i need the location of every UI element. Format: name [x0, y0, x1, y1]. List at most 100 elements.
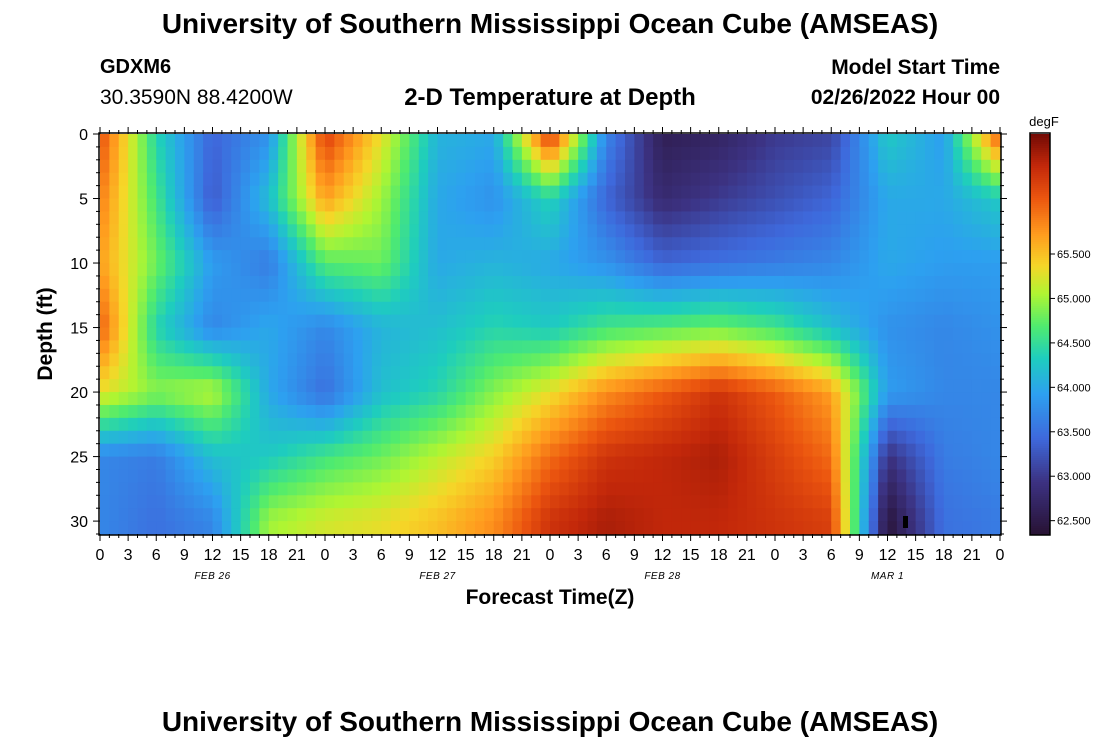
heatmap-cell	[859, 237, 870, 251]
heatmap-cell	[165, 301, 176, 316]
heatmap-cell	[953, 482, 964, 496]
heatmap-cell	[550, 353, 560, 367]
colorbar-band	[1030, 168, 1050, 171]
heatmap-cell	[775, 237, 785, 251]
heatmap-cell	[671, 146, 682, 161]
heatmap-cell	[390, 288, 401, 303]
colorbar-band	[1030, 426, 1050, 429]
heatmap-cell	[962, 250, 973, 264]
heatmap-cell	[821, 172, 832, 187]
heatmap-cell	[934, 224, 945, 238]
colorbar-band	[1030, 256, 1050, 259]
heatmap-cell	[296, 521, 307, 535]
heatmap-cell	[625, 263, 635, 277]
heatmap-cell	[100, 404, 110, 419]
heatmap-cell	[390, 456, 401, 471]
heatmap-cell	[775, 508, 785, 522]
heatmap-cell	[437, 430, 448, 445]
heatmap-cell	[184, 275, 195, 290]
heatmap-cell	[475, 508, 485, 522]
heatmap-cell	[653, 521, 664, 535]
heatmap-cell	[381, 495, 392, 509]
heatmap-cell	[878, 340, 889, 354]
heatmap-cell	[165, 159, 176, 174]
x-tick-label: 6	[602, 547, 611, 564]
heatmap-cell	[428, 366, 439, 380]
heatmap-cell	[296, 482, 307, 496]
heatmap-cell	[446, 508, 457, 522]
heatmap-cell	[278, 224, 289, 238]
heatmap-cell	[746, 159, 757, 174]
heatmap-cell	[756, 301, 767, 316]
heatmap-cell	[606, 159, 617, 174]
heatmap-cell	[193, 469, 204, 483]
heatmap-cell	[887, 134, 898, 148]
heatmap-cell	[765, 521, 776, 535]
heatmap-cell	[681, 185, 692, 200]
heatmap-cell	[831, 469, 842, 483]
heatmap-cell	[775, 482, 785, 496]
heatmap-cell	[503, 301, 514, 316]
heatmap-cell	[306, 211, 317, 225]
heatmap-cell	[578, 224, 589, 238]
heatmap-cell	[512, 366, 523, 380]
heatmap-cell	[746, 508, 757, 522]
heatmap-cell	[550, 185, 560, 200]
heatmap-cell	[718, 134, 729, 148]
heatmap-cell	[925, 146, 935, 161]
heatmap-cell	[756, 275, 767, 290]
heatmap-cell	[531, 456, 542, 471]
heatmap-cell	[868, 211, 879, 225]
colorbar: degF 62.50063.00063.50064.00064.50065.00…	[1029, 114, 1091, 536]
heatmap-cell	[118, 469, 129, 483]
heatmap-cell	[484, 275, 495, 290]
heatmap-cell	[887, 482, 898, 496]
heatmap-cell	[278, 134, 289, 148]
heatmap-cell	[175, 482, 185, 496]
heatmap-cell	[165, 314, 176, 329]
heatmap-cell	[756, 198, 767, 213]
heatmap-cell	[540, 263, 551, 277]
heatmap-cell	[681, 456, 692, 471]
heatmap-cell	[268, 508, 279, 522]
heatmap-cell	[718, 198, 729, 213]
heatmap-cell	[193, 301, 204, 316]
heatmap-cell	[212, 508, 223, 522]
heatmap-cell	[137, 469, 148, 483]
heatmap-cell	[803, 301, 814, 316]
heatmap-cell	[493, 237, 504, 251]
heatmap-cell	[709, 159, 720, 174]
heatmap-cell	[662, 430, 673, 445]
heatmap-cell	[278, 185, 289, 200]
heatmap-cell	[625, 379, 635, 393]
heatmap-cell	[653, 198, 664, 213]
heatmap-cell	[418, 172, 429, 187]
heatmap-cell	[671, 469, 682, 483]
x-tick-label: 0	[96, 547, 105, 564]
heatmap-cell	[325, 392, 335, 406]
heatmap-cell	[606, 250, 617, 264]
heatmap-cell	[315, 237, 326, 251]
heatmap-cell	[503, 185, 514, 200]
heatmap-cell	[512, 495, 523, 509]
heatmap-cell	[700, 366, 710, 380]
heatmap-cell	[287, 417, 298, 432]
heatmap-cell	[456, 353, 467, 367]
colorbar-band	[1030, 508, 1050, 511]
heatmap-cell	[362, 353, 373, 367]
heatmap-cell	[690, 288, 701, 303]
heatmap-cell	[137, 237, 148, 251]
heatmap-cell	[287, 482, 298, 496]
heatmap-cell	[240, 198, 251, 213]
heatmap-cell	[278, 275, 289, 290]
heatmap-cell	[821, 521, 832, 535]
heatmap-cell	[175, 417, 185, 432]
heatmap-cell	[540, 275, 551, 290]
heatmap-cell	[700, 185, 710, 200]
heatmap-cell	[953, 146, 964, 161]
heatmap-cell	[615, 172, 626, 187]
heatmap-cell	[990, 314, 1001, 329]
heatmap-cell	[250, 159, 260, 174]
heatmap-cell	[906, 404, 917, 419]
heatmap-cell	[390, 159, 401, 174]
